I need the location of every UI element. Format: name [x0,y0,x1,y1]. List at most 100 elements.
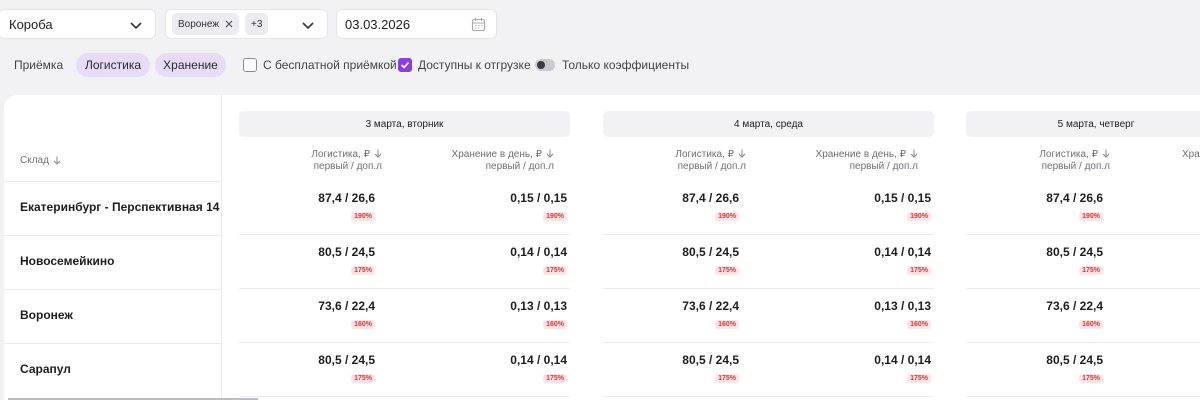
day-header: 4 марта, среда [603,111,934,137]
storage-value: 0,13 / 0,13 [874,299,931,313]
logistics-value: 80,5 / 24,5 [682,245,739,259]
storage-value: 0,14 / 0,14 [510,353,567,367]
tab-storage[interactable]: Хранение [155,53,226,77]
row-divider [966,342,1200,343]
box-type-value: Короба [9,16,53,32]
acceptance-toolbar: Приёмка Логистика Хранение С бесплатной … [0,53,1200,77]
row-divider [239,288,570,289]
coefficient-badge: 175% [715,374,739,383]
coefficient-badge: 190% [1079,212,1103,221]
col-header-logistics[interactable]: Логистика, ₽ первый / доп.л [311,149,382,173]
storage-value: 0,14 / 0,14 [874,353,931,367]
col-header-logistics-label: Логистика, ₽ [1039,149,1098,160]
only-coefficients-label: Только коэффициенты [562,58,690,72]
logistics-cell: 73,6 / 22,4 160% [682,299,739,331]
table-row[interactable]: Екатеринбург - Перспективная 14 [4,181,222,235]
warehouse-select[interactable]: Воронеж +3 [165,9,328,39]
only-coefficients-toggle[interactable] [535,59,555,71]
check-icon [400,61,410,69]
toggle-knob [537,61,545,69]
col-header-storage[interactable]: Хранение в день, ₽ первый / доп.л [816,149,918,173]
sort-arrow-icon [546,149,554,158]
storage-cell: 0,14 / 0,14 175% [510,353,567,385]
available-shipment-label: Доступны к отгрузке [418,58,531,72]
coefficient-badge: 175% [907,374,931,383]
sort-arrow-icon [910,149,918,158]
chevron-down-icon [302,22,314,30]
free-acceptance-label: С бесплатной приёмкой [263,58,397,72]
free-acceptance-checkbox[interactable] [243,58,257,72]
warehouse-header[interactable]: Склад [20,155,61,166]
sort-arrow-icon [738,149,746,158]
coefficient-badge: 175% [543,374,567,383]
coefficient-badge: 160% [715,320,739,329]
row-divider [239,234,570,235]
logistics-cell: 80,5 / 24,5 175% [318,245,375,277]
row-divider [603,234,934,235]
acceptance-label: Приёмка [14,58,64,72]
storage-value: 0,15 / 0,15 [874,191,931,205]
logistics-cell: 80,5 / 24,5 175% [1046,353,1103,385]
storage-cell: 0,13 / 0,13 160% [874,299,931,331]
logistics-value: 80,5 / 24,5 [1046,353,1103,367]
coefficient-badge: 160% [543,320,567,329]
horizontal-scrollbar[interactable] [8,398,258,400]
calendar-icon[interactable] [471,17,486,32]
col-header-logistics[interactable]: Логистика, ₽ первый / доп.л [675,149,746,173]
logistics-value: 73,6 / 22,4 [1046,299,1103,313]
col-header-logistics-label: Логистика, ₽ [675,149,734,160]
storage-cell: 0,15 / 0,15 190% [510,191,567,223]
logistics-value: 73,6 / 22,4 [682,299,739,313]
logistics-cell: 80,5 / 24,5 175% [682,353,739,385]
coefficient-badge: 175% [1079,374,1103,383]
row-divider [239,396,570,397]
close-icon[interactable] [225,20,233,28]
storage-cell: 0,14 / 0,14 175% [874,353,931,385]
storage-value: 0,14 / 0,14 [874,245,931,259]
row-divider [239,342,570,343]
date-input[interactable]: 03.03.2026 [336,9,497,39]
logistics-cell: 73,6 / 22,4 160% [318,299,375,331]
logistics-cell: 80,5 / 24,5 175% [1046,245,1103,277]
sort-arrow-icon [53,156,61,165]
logistics-value: 80,5 / 24,5 [318,245,375,259]
warehouse-more-chip[interactable]: +3 [245,13,269,35]
table-row[interactable]: Воронеж [4,289,222,343]
storage-cell: 0,13 / 0,13 160% [510,299,567,331]
logistics-cell: 87,4 / 26,6 190% [1046,191,1103,223]
logistics-cell: 80,5 / 24,5 175% [682,245,739,277]
warehouse-chip: Воронеж [172,13,240,35]
col-header-storage-label: Хра [1182,149,1200,160]
row-divider [966,288,1200,289]
logistics-cell: 87,4 / 26,6 190% [318,191,375,223]
table-row[interactable]: Сарапул [4,343,222,397]
logistics-value: 87,4 / 26,6 [1046,191,1103,205]
logistics-value: 73,6 / 22,4 [318,299,375,313]
coefficient-badge: 190% [907,212,931,221]
tab-logistics[interactable]: Логистика [76,53,150,77]
storage-value: 0,13 / 0,13 [510,299,567,313]
box-type-select[interactable]: Короба [0,9,156,39]
col-header-logistics[interactable]: Логистика, ₽ первый / доп.л [1039,149,1110,173]
day-header: 5 марта, четверг [966,111,1200,137]
warehouse-name: Екатеринбург - Перспективная 14 [20,200,220,214]
table-row[interactable]: Новосемейкино [4,235,222,289]
col-header-sub: первый / доп.л [1041,161,1110,172]
logistics-value: 80,5 / 24,5 [682,353,739,367]
coefficient-badge: 160% [351,320,375,329]
available-shipment-checkbox[interactable] [398,58,412,72]
warehouse-name: Сарапул [20,362,71,376]
coefficient-badge: 175% [715,266,739,275]
logistics-cell: 73,6 / 22,4 160% [1046,299,1103,331]
coefficient-badge: 190% [715,212,739,221]
sort-arrow-icon [1102,149,1110,158]
date-value: 03.03.2026 [345,16,411,32]
warehouse-name: Воронеж [20,308,73,322]
chevron-down-icon [130,22,142,30]
sort-arrow-icon [374,149,382,158]
coefficient-badge: 175% [351,266,375,275]
col-header-storage[interactable]: Хра [1182,149,1200,161]
logistics-value: 87,4 / 26,6 [318,191,375,205]
col-header-storage[interactable]: Хранение в день, ₽ первый / доп.л [452,149,554,173]
warehouse-chip-label: Воронеж [178,18,220,30]
